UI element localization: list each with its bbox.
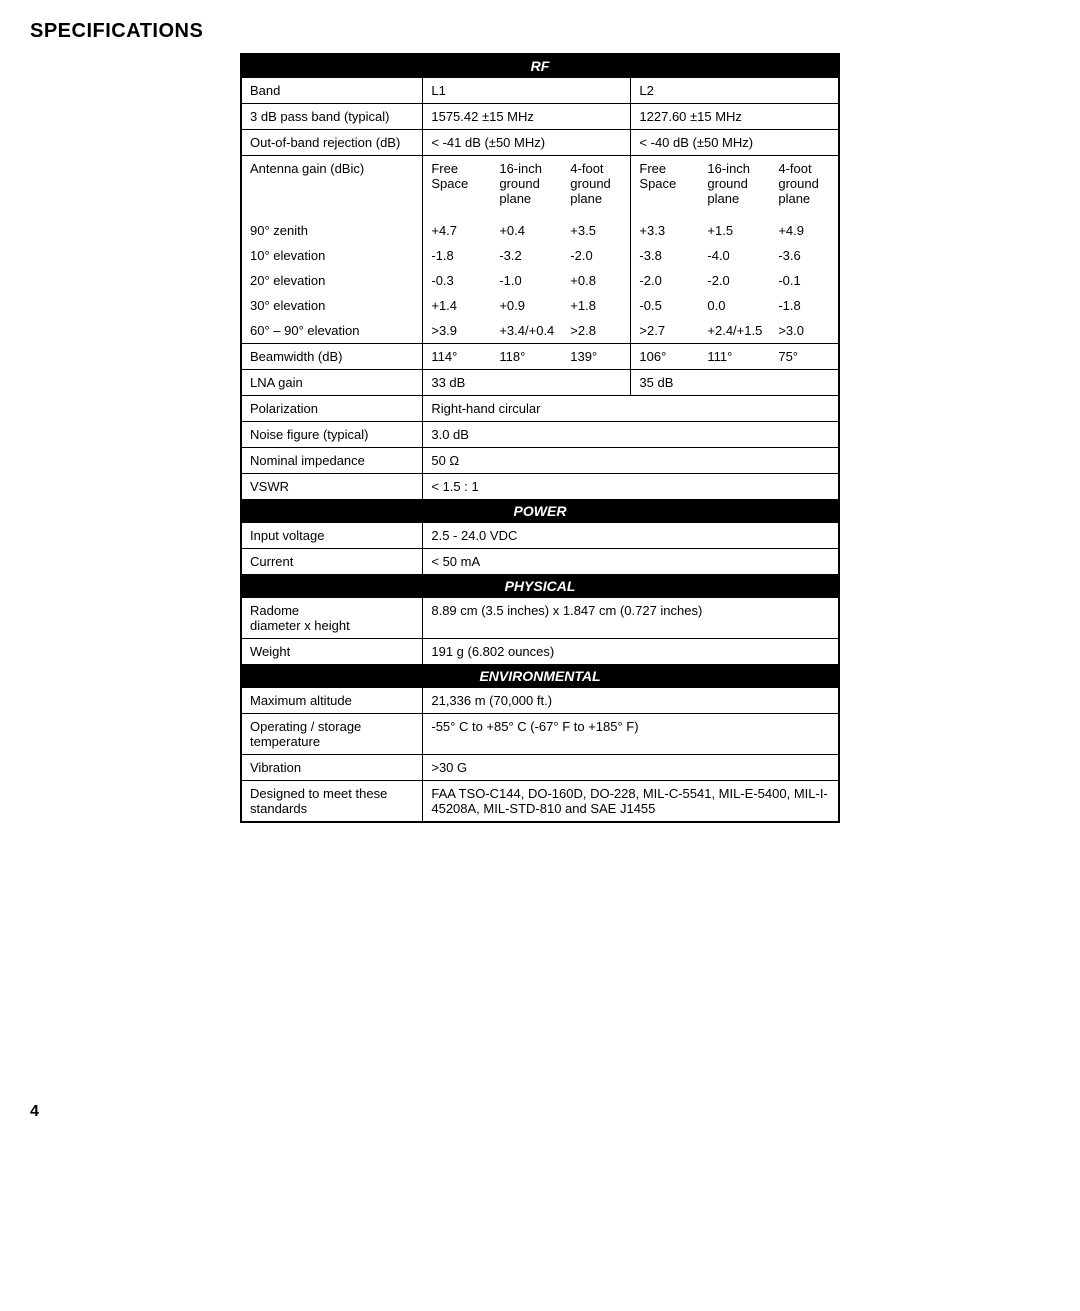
beamwidth-l2-0: 106°: [631, 344, 699, 370]
band-label: Band: [241, 78, 423, 104]
passband-label: 3 dB pass band (typical): [241, 104, 423, 130]
iv-val: 2.5 - 24.0 VDC: [423, 523, 839, 549]
alt-val: 21,336 m (70,000 ft.): [423, 688, 839, 714]
vib-label: Vibration: [241, 755, 423, 781]
beamwidth-label: Beamwidth (dB): [241, 344, 423, 370]
band-l2: L2: [631, 78, 839, 104]
weight-val: 191 g (6.802 ounces): [423, 639, 839, 665]
gain-row-2-l2-0: -2.0: [631, 268, 699, 293]
gain-col-l1-3: 4-foot ground plane: [562, 156, 631, 212]
beamwidth-l2-2: 75°: [770, 344, 839, 370]
gain-row-4-l1-1: +3.4/+0.4: [491, 318, 562, 344]
temp-val: -55° C to +85° C (-67° F to +185° F): [423, 714, 839, 755]
beamwidth-l1-0: 114°: [423, 344, 491, 370]
band-l1: L1: [423, 78, 631, 104]
beamwidth-l1-1: 118°: [491, 344, 562, 370]
gain-label: Antenna gain (dBic): [241, 156, 423, 212]
gain-row-3-l1-2: +1.8: [562, 293, 631, 318]
env-header: ENVIRONMENTAL: [241, 665, 839, 688]
gain-row-4-l2-1: +2.4/+1.5: [699, 318, 770, 344]
gain-row-2-l2-1: -2.0: [699, 268, 770, 293]
gain-row-2-l1-2: +0.8: [562, 268, 631, 293]
gain-row-3-l1-1: +0.9: [491, 293, 562, 318]
gain-row-4-l2-2: >3.0: [770, 318, 839, 344]
gain-row-1-l2-1: -4.0: [699, 243, 770, 268]
gain-row-2-l1-1: -1.0: [491, 268, 562, 293]
gain-row-3-l2-2: -1.8: [770, 293, 839, 318]
gain-row-1-l1-0: -1.8: [423, 243, 491, 268]
gain-row-4-l2-0: >2.7: [631, 318, 699, 344]
radome-label: Radome diameter x height: [241, 598, 423, 639]
gain-row-3-l2-0: -0.5: [631, 293, 699, 318]
cur-label: Current: [241, 549, 423, 575]
gain-row-0-l1-2: +3.5: [562, 211, 631, 243]
pol-label: Polarization: [241, 396, 423, 422]
gain-col-l1-1: Free Space: [423, 156, 491, 212]
imp-val: 50 Ω: [423, 448, 839, 474]
gain-row-0-l2-2: +4.9: [770, 211, 839, 243]
std-val: FAA TSO-C144, DO-160D, DO-228, MIL-C-554…: [423, 781, 839, 823]
gain-row-1-l1-2: -2.0: [562, 243, 631, 268]
lna-l1: 33 dB: [423, 370, 631, 396]
alt-label: Maximum altitude: [241, 688, 423, 714]
gain-row-1-l2-2: -3.6: [770, 243, 839, 268]
pol-val: Right-hand circular: [423, 396, 839, 422]
power-header: POWER: [241, 500, 839, 523]
gain-row-0-label: 90° zenith: [241, 211, 423, 243]
gain-row-4-label: 60° – 90° elevation: [241, 318, 423, 344]
gain-row-4-l1-0: >3.9: [423, 318, 491, 344]
lna-label: LNA gain: [241, 370, 423, 396]
std-label: Designed to meet these standards: [241, 781, 423, 823]
cur-val: < 50 mA: [423, 549, 839, 575]
passband-l2: 1227.60 ±15 MHz: [631, 104, 839, 130]
gain-col-l2-1: Free Space: [631, 156, 699, 212]
beamwidth-l2-1: 111°: [699, 344, 770, 370]
gain-row-3-l1-0: +1.4: [423, 293, 491, 318]
gain-row-0-l1-0: +4.7: [423, 211, 491, 243]
vswr-label: VSWR: [241, 474, 423, 500]
oob-l2: < -40 dB (±50 MHz): [631, 130, 839, 156]
oob-l1: < -41 dB (±50 MHz): [423, 130, 631, 156]
imp-label: Nominal impedance: [241, 448, 423, 474]
gain-row-2-label: 20° elevation: [241, 268, 423, 293]
passband-l1: 1575.42 ±15 MHz: [423, 104, 631, 130]
gain-row-0-l1-1: +0.4: [491, 211, 562, 243]
nf-val: 3.0 dB: [423, 422, 839, 448]
gain-row-1-label: 10° elevation: [241, 243, 423, 268]
oob-label: Out-of-band rejection (dB): [241, 130, 423, 156]
gain-row-0-l2-1: +1.5: [699, 211, 770, 243]
rf-header: RF: [241, 54, 839, 78]
gain-col-l2-2: 16-inch ground plane: [699, 156, 770, 212]
weight-label: Weight: [241, 639, 423, 665]
temp-label: Operating / storage temperature: [241, 714, 423, 755]
gain-col-l2-3: 4-foot ground plane: [770, 156, 839, 212]
nf-label: Noise figure (typical): [241, 422, 423, 448]
gain-row-2-l2-2: -0.1: [770, 268, 839, 293]
gain-row-4-l1-2: >2.8: [562, 318, 631, 344]
lna-l2: 35 dB: [631, 370, 839, 396]
gain-row-0-l2-0: +3.3: [631, 211, 699, 243]
radome-val: 8.89 cm (3.5 inches) x 1.847 cm (0.727 i…: [423, 598, 839, 639]
iv-label: Input voltage: [241, 523, 423, 549]
gain-row-3-label: 30° elevation: [241, 293, 423, 318]
physical-header: PHYSICAL: [241, 575, 839, 598]
vib-val: >30 G: [423, 755, 839, 781]
beamwidth-l1-2: 139°: [562, 344, 631, 370]
gain-row-1-l2-0: -3.8: [631, 243, 699, 268]
specifications-table: RF Band L1 L2 3 dB pass band (typical) 1…: [240, 53, 840, 823]
gain-row-3-l2-1: 0.0: [699, 293, 770, 318]
gain-col-l1-2: 16-inch ground plane: [491, 156, 562, 212]
gain-row-1-l1-1: -3.2: [491, 243, 562, 268]
page-number: 4: [30, 1103, 1050, 1121]
vswr-val: < 1.5 : 1: [423, 474, 839, 500]
gain-row-2-l1-0: -0.3: [423, 268, 491, 293]
page-title: SPECIFICATIONS: [30, 20, 1050, 43]
